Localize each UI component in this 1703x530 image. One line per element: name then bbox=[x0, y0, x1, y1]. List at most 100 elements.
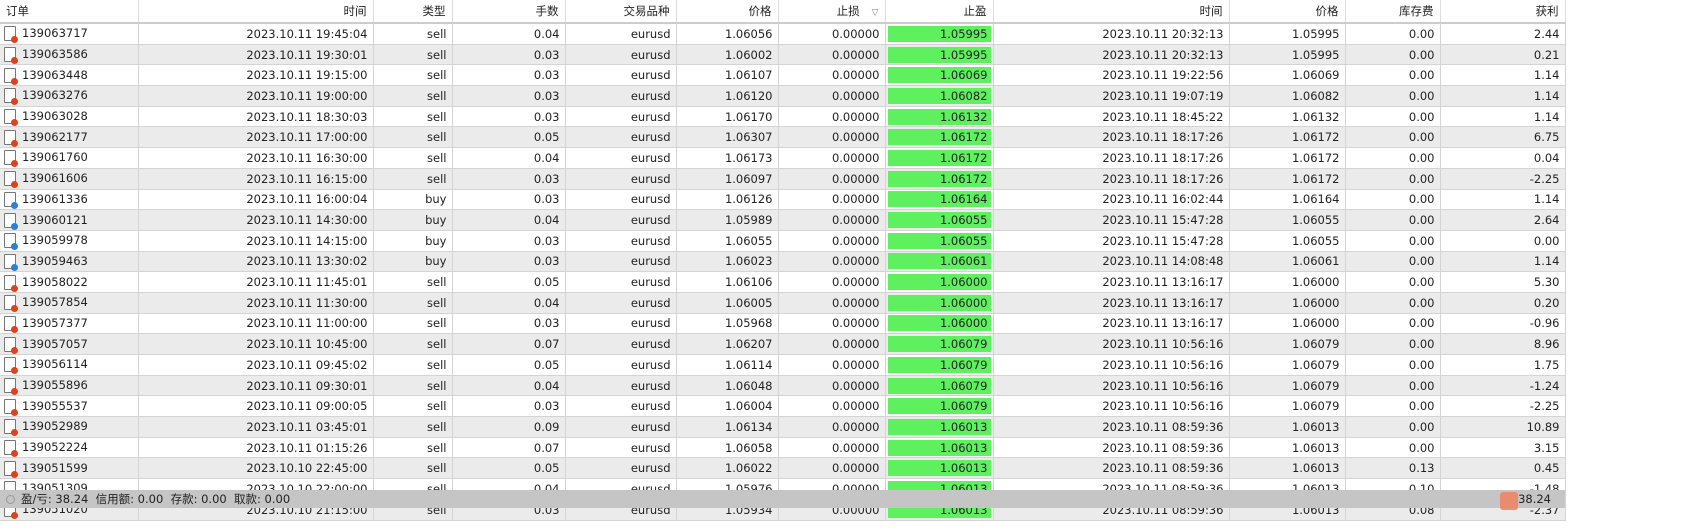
column-header-type[interactable]: 类型 bbox=[373, 0, 453, 24]
table-row[interactable]: 139063586 2023.10.11 19:30:01 sell 0.03 euru… bbox=[0, 44, 1566, 66]
cell-stop-loss: 0.00000 bbox=[778, 457, 886, 480]
table-row[interactable]: 139061336 2023.10.11 16:00:04 buy 0.03 eurus… bbox=[0, 189, 1566, 211]
table-row[interactable]: 139051599 2023.10.10 22:45:00 sell 0.05 euru… bbox=[0, 457, 1566, 480]
close-price-value: 1.06055 bbox=[1291, 233, 1340, 248]
open-time-value: 2023.10.11 16:00:04 bbox=[246, 192, 368, 207]
table-row[interactable]: 139063717 2023.10.11 19:45:04 sell 0.04 euru… bbox=[0, 23, 1566, 45]
table-row[interactable]: 139056114 2023.10.11 09:45:02 sell 0.05 euru… bbox=[0, 354, 1566, 376]
column-label: 价格 bbox=[748, 4, 772, 18]
table-row[interactable]: 139061606 2023.10.11 16:15:00 sell 0.03 euru… bbox=[0, 168, 1566, 190]
type-value: sell bbox=[427, 461, 447, 476]
table-row[interactable]: 139055896 2023.10.11 09:30:01 sell 0.04 euru… bbox=[0, 375, 1566, 397]
cell-type: sell bbox=[373, 64, 453, 87]
stop-loss-value: 0.00000 bbox=[831, 378, 880, 393]
table-row[interactable]: 139063276 2023.10.11 19:00:00 sell 0.03 euru… bbox=[0, 85, 1566, 107]
cell-open-price: 1.06097 bbox=[676, 168, 779, 190]
sell-order-icon bbox=[4, 398, 18, 416]
cell-order: 139051599 bbox=[0, 457, 139, 480]
type-value: sell bbox=[427, 88, 447, 103]
swap-value: 0.00 bbox=[1408, 316, 1435, 331]
close-price-value: 1.06079 bbox=[1291, 378, 1340, 393]
cell-lots: 0.03 bbox=[452, 395, 566, 418]
type-value: sell bbox=[427, 109, 447, 124]
cell-profit: -2.25 bbox=[1440, 395, 1566, 418]
close-price-value: 1.06000 bbox=[1291, 295, 1340, 310]
table-row[interactable]: 139060121 2023.10.11 14:30:00 buy 0.04 eurus… bbox=[0, 209, 1566, 231]
column-header-lots[interactable]: 手数 bbox=[452, 0, 566, 24]
cell-symbol: eurusd bbox=[565, 147, 677, 169]
cell-take-profit: 1.06069 bbox=[885, 64, 994, 87]
cell-close-time: 2023.10.11 15:47:28 bbox=[993, 230, 1230, 252]
column-header-stop-loss[interactable]: 止损 ▽ bbox=[778, 0, 886, 24]
cell-take-profit: 1.06061 bbox=[885, 251, 994, 273]
open-price-value: 1.06114 bbox=[724, 357, 773, 372]
cell-swap: 0.00 bbox=[1345, 189, 1441, 211]
column-header-close-price[interactable]: 价格 bbox=[1229, 0, 1346, 24]
cell-profit: 2.64 bbox=[1440, 209, 1566, 231]
cell-order: 139057377 bbox=[0, 313, 139, 335]
table-row[interactable]: 139052224 2023.10.11 01:15:26 sell 0.07 euru… bbox=[0, 437, 1566, 459]
type-value: buy bbox=[425, 254, 447, 269]
profit-value: 8.96 bbox=[1533, 337, 1560, 352]
table-row[interactable]: 139063448 2023.10.11 19:15:00 sell 0.03 euru… bbox=[0, 64, 1566, 87]
cell-close-time: 2023.10.11 13:16:17 bbox=[993, 271, 1230, 293]
stop-loss-value: 0.00000 bbox=[831, 88, 880, 103]
cell-swap: 0.00 bbox=[1345, 85, 1441, 107]
lots-value: 0.04 bbox=[533, 295, 560, 310]
symbol-value: eurusd bbox=[630, 461, 671, 476]
type-value: sell bbox=[427, 357, 447, 372]
table-row[interactable]: 139052989 2023.10.11 03:45:01 sell 0.09 euru… bbox=[0, 416, 1566, 438]
column-header-order[interactable]: 订单 bbox=[0, 0, 139, 24]
table-row[interactable]: 139062177 2023.10.11 17:00:00 sell 0.05 euru… bbox=[0, 126, 1566, 149]
column-header-profit[interactable]: 获利 bbox=[1440, 0, 1566, 24]
cell-swap: 0.00 bbox=[1345, 147, 1441, 169]
cell-open-time: 2023.10.11 01:15:26 bbox=[138, 437, 374, 459]
close-price-value: 1.06000 bbox=[1291, 316, 1340, 331]
column-header-open-price[interactable]: 价格 bbox=[676, 0, 779, 24]
cell-close-time: 2023.10.11 08:59:36 bbox=[993, 416, 1230, 438]
table-row[interactable]: 139061760 2023.10.11 16:30:00 sell 0.04 euru… bbox=[0, 147, 1566, 169]
cell-take-profit: 1.06172 bbox=[885, 168, 994, 190]
table-row[interactable]: 139055537 2023.10.11 09:00:05 sell 0.03 euru… bbox=[0, 395, 1566, 418]
cell-type: sell bbox=[373, 106, 453, 128]
lots-value: 0.04 bbox=[533, 150, 560, 165]
symbol-value: eurusd bbox=[630, 88, 671, 103]
cell-lots: 0.05 bbox=[452, 126, 566, 149]
column-header-close-time[interactable]: 时间 bbox=[993, 0, 1230, 24]
table-row[interactable]: 139063028 2023.10.11 18:30:03 sell 0.03 euru… bbox=[0, 106, 1566, 128]
table-row[interactable]: 139059463 2023.10.11 13:30:02 buy 0.03 eurus… bbox=[0, 251, 1566, 273]
table-row[interactable]: 139057854 2023.10.11 11:30:00 sell 0.04 euru… bbox=[0, 292, 1566, 314]
stop-loss-value: 0.00000 bbox=[831, 316, 880, 331]
lots-value: 0.04 bbox=[533, 213, 560, 228]
cell-close-time: 2023.10.11 18:45:22 bbox=[993, 106, 1230, 128]
cell-swap: 0.00 bbox=[1345, 437, 1441, 459]
cell-take-profit: 1.06079 bbox=[885, 375, 994, 397]
take-profit-value: 1.06000 bbox=[887, 294, 991, 311]
total-profit: 38.24 bbox=[1518, 492, 1551, 506]
column-header-swap[interactable]: 库存费 bbox=[1345, 0, 1441, 24]
cell-close-price: 1.06069 bbox=[1229, 64, 1346, 87]
stop-loss-value: 0.00000 bbox=[831, 150, 880, 165]
close-time-value: 2023.10.11 10:56:16 bbox=[1102, 337, 1224, 352]
open-price-value: 1.06023 bbox=[724, 254, 773, 269]
table-row[interactable]: 139057377 2023.10.11 11:00:00 sell 0.03 euru… bbox=[0, 313, 1566, 335]
cell-close-time: 2023.10.11 16:02:44 bbox=[993, 189, 1230, 211]
cell-type: sell bbox=[373, 395, 453, 418]
cell-close-time: 2023.10.11 10:56:16 bbox=[993, 375, 1230, 397]
column-header-symbol[interactable]: 交易品种 bbox=[565, 0, 677, 24]
close-time-value: 2023.10.11 18:17:26 bbox=[1102, 150, 1224, 165]
cell-take-profit: 1.06000 bbox=[885, 292, 994, 314]
column-header-open-time[interactable]: 时间 bbox=[138, 0, 374, 24]
close-price-value: 1.06132 bbox=[1291, 109, 1340, 124]
stop-loss-value: 0.00000 bbox=[831, 130, 880, 145]
table-row[interactable]: 139058022 2023.10.11 11:45:01 sell 0.05 euru… bbox=[0, 271, 1566, 293]
cell-type: sell bbox=[373, 44, 453, 66]
cell-close-time: 2023.10.11 10:56:16 bbox=[993, 395, 1230, 418]
cell-open-price: 1.06005 bbox=[676, 292, 779, 314]
cell-take-profit: 1.06079 bbox=[885, 354, 994, 376]
table-row[interactable]: 139057057 2023.10.11 10:45:00 sell 0.07 euru… bbox=[0, 333, 1566, 355]
table-row[interactable]: 139059978 2023.10.11 14:15:00 buy 0.03 eurus… bbox=[0, 230, 1566, 252]
close-price-value: 1.05995 bbox=[1291, 26, 1340, 41]
close-price-value: 1.05995 bbox=[1291, 47, 1340, 62]
column-header-take-profit[interactable]: 止盈 bbox=[885, 0, 994, 24]
